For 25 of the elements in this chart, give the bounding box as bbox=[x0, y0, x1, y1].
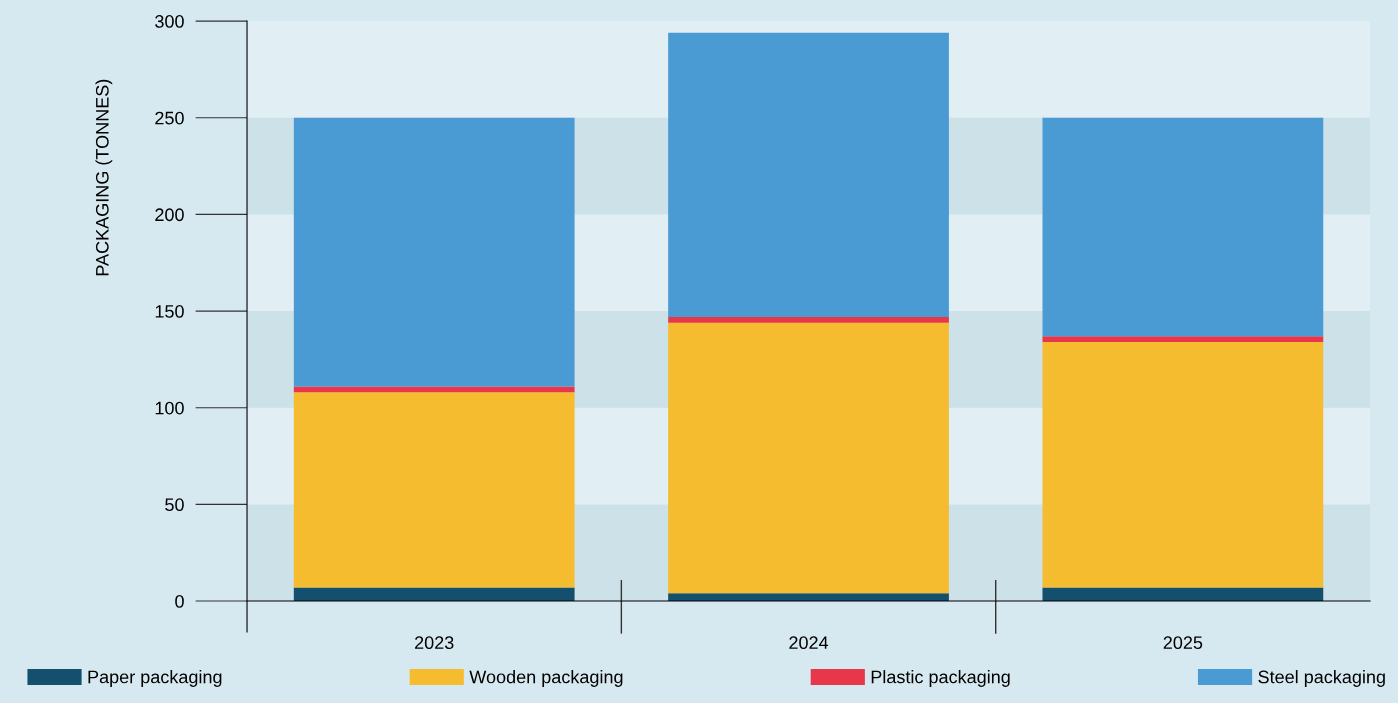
bar bbox=[1042, 336, 1324, 343]
y-axis-title: PACKAGING (TONNES) bbox=[95, 79, 113, 276]
bar bbox=[668, 316, 949, 323]
y-tick-label: 150 bbox=[155, 305, 184, 318]
y-tick-label: 300 bbox=[155, 15, 184, 28]
y-tick-label: 250 bbox=[155, 111, 184, 125]
bar bbox=[1042, 117, 1324, 337]
bar bbox=[668, 322, 949, 594]
x-tick-label: 2024 bbox=[789, 636, 829, 650]
bar bbox=[293, 392, 575, 588]
legend-label: Paper packaging bbox=[88, 670, 222, 687]
legend-label: Plastic packaging bbox=[871, 670, 1010, 687]
bar bbox=[293, 117, 575, 387]
legend-label: Wooden packaging bbox=[469, 670, 623, 687]
bar bbox=[668, 593, 949, 602]
legend-label: Steel packaging bbox=[1258, 670, 1385, 687]
bar bbox=[293, 386, 575, 393]
x-tick-label: 2025 bbox=[1163, 636, 1203, 650]
y-tick-label: 0 bbox=[175, 595, 184, 608]
y-tick-label: 100 bbox=[155, 401, 184, 415]
bar bbox=[668, 32, 949, 317]
x-tick-label: 2023 bbox=[415, 636, 454, 650]
bar bbox=[1042, 342, 1324, 588]
y-tick-label: 200 bbox=[155, 208, 184, 222]
y-tick-label: 50 bbox=[165, 498, 184, 512]
